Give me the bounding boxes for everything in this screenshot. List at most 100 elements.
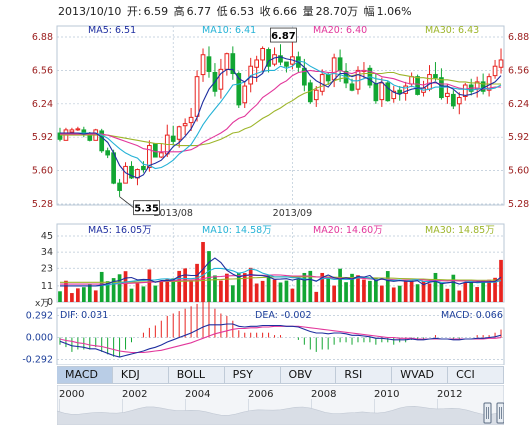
candle-body [99,130,105,152]
candle-body [427,74,432,90]
candle-body [236,73,242,106]
price-tick-label-right: 5.92 [508,132,529,143]
candle-body [260,47,265,61]
candle-body [301,67,307,86]
tab-macd[interactable]: MACD [57,367,113,383]
volume-bar [111,278,116,302]
timeline-right-handle[interactable] [496,402,504,424]
volume-legend-ma30: MA30: 14.85万 [425,225,495,236]
volume-bar [284,280,289,302]
candle-body [456,97,462,105]
macd-dif-line [59,323,502,358]
price-ma20-line [60,69,501,153]
timeline-history-area [57,405,504,425]
macd-tick-label: 0.292 [26,311,53,322]
macd-legend-macd: MACD: 0.066 [441,310,503,321]
tab-wvad[interactable]: WVAD [392,367,449,383]
candle-body [206,56,212,72]
candle-body [158,152,164,158]
volume-ma10-line [60,267,502,287]
volume-bar [153,285,158,302]
candle-body [194,76,200,117]
price-legend-ma10: MA10: 6.41 [202,25,256,36]
price-ma10-line [60,60,502,170]
volume-bar [177,270,182,302]
price-ma30-line [60,71,501,147]
volume-bar [165,279,170,302]
volume-bar [350,273,354,302]
volume-bar [320,272,325,302]
candle-body [111,152,116,184]
candle-body [445,92,450,97]
volume-bar [368,280,372,302]
candle-body [69,129,75,133]
quote-summary: 2013/10/10 开: 6.59 高 6.77 低 6.53 收 6.66 量 28.… [58,3,528,19]
tab-psy[interactable]: PSY [225,367,281,383]
volume-bar [427,283,432,302]
volume-bar [391,287,396,302]
price-tick-label-right: 6.24 [508,99,529,110]
price-tick-label-right: 6.56 [508,65,529,76]
price-tick-label-left: 5.28 [32,199,53,210]
volume-bar [123,271,128,302]
tab-obv[interactable]: OBV [281,367,337,383]
tab-cci[interactable]: CCI [448,367,504,383]
candle-body [242,85,248,104]
volume-bar [457,290,462,302]
candle-body [450,93,456,107]
volume-bar [332,285,336,302]
volume-legend-ma10: MA10: 14.58万 [202,225,272,236]
volume-bar [374,278,378,302]
volume-bar [64,280,68,302]
candle-body [415,76,420,95]
volume-bar [433,272,438,302]
tab-boll[interactable]: BOLL [169,367,225,383]
volume-bar [344,282,348,302]
volume-bar [272,279,277,302]
timeline-left-handle[interactable] [483,402,492,424]
price-tick-label-right: 5.28 [508,199,529,210]
timeline-year-label: 2004 [185,389,210,400]
candle-body [123,165,128,184]
close-label: 收 [259,5,271,18]
volume-bar [105,281,110,302]
candle-body [433,74,438,79]
volume-bar [415,284,420,302]
high-value: 6.77 [186,5,212,18]
stock-chart: 6.88 6.88 6.56 6.56 6.24 6.24 5.92 5.92 5.60 5.60… [22,25,529,365]
candle-body [325,74,331,82]
volume-bar [487,279,491,302]
volume-ma20-line [60,274,502,285]
candle-body [492,65,498,77]
volume-bar [356,275,360,302]
tab-kdj[interactable]: KDJ [113,367,169,383]
tab-rsi[interactable]: RSI [336,367,393,383]
volume-bar [58,291,62,302]
volume-unit-label: x万 [35,299,49,309]
annotation-high: 6.87 [271,31,296,42]
macd-legend-dea: DEA: -0.002 [255,310,312,321]
indicator-tabs: MACD KDJ BOLL PSY OBV RSI WVAD CCI [57,366,504,384]
candle-body [272,54,277,65]
close-value: 6.66 [272,5,298,18]
x-axis-label: 2013/09 [273,208,312,219]
timeline-year-label: 2012 [437,389,462,400]
candle-body [313,89,319,101]
timeline-scroller[interactable]: 2000 2002 2004 2006 2008 2010 2012 [57,385,504,425]
volume-bar [469,280,474,302]
candle-body [188,116,194,124]
open-value: 6.59 [143,5,169,18]
volume-bar [183,268,187,302]
volume-bar [219,280,223,302]
volume-bar [379,285,384,302]
timeline-year-label: 2002 [122,389,147,400]
volume-label: 量 [302,5,314,18]
candle-body [170,135,176,142]
volume-bar [76,288,80,302]
candle-body [182,123,188,127]
volume-bar [260,280,265,302]
low-value: 6.53 [229,5,255,18]
candle-body [409,76,414,85]
price-tick-label-right: 5.60 [508,166,529,177]
volume-bar [338,268,342,302]
